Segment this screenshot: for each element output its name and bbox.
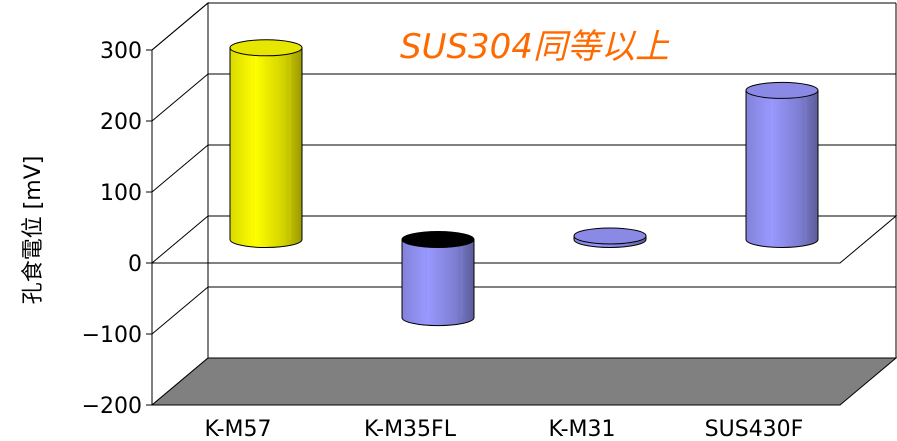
x-tick-label: K-M35FL [364, 417, 457, 441]
bar-cap [401, 231, 475, 248]
x-tick-label: SUS430F [705, 417, 804, 441]
bar-SUS430F [745, 81, 819, 248]
zero-plane [150, 215, 897, 264]
gridline [151, 144, 896, 193]
y-tick-label: 200 [100, 110, 142, 135]
x-tick-label: K-M57 [204, 417, 271, 441]
y-tick-label: −100 [82, 323, 142, 348]
y-tick-label: 300 [100, 39, 142, 64]
gridlines [150, 2, 897, 406]
side-wall [151, 1, 209, 358]
bars [229, 39, 819, 327]
bar-cap [573, 227, 647, 245]
gridline [151, 2, 896, 51]
annotation-sus304: SUS304同等以上 [400, 27, 670, 67]
gridline [151, 286, 896, 335]
y-tick-label: −200 [82, 394, 142, 419]
bar-cap [745, 81, 819, 99]
y-tick-label: 0 [128, 252, 142, 277]
bar-K-M35FL [401, 231, 475, 327]
y-axis-ticks: 300 200 100 0 −100 −200 [82, 39, 152, 419]
x-axis-labels: K-M57 K-M35FL K-M31 SUS430F [204, 417, 803, 441]
floor-plane [150, 357, 897, 406]
bar-K-M57 [229, 39, 303, 248]
bar-cap [229, 39, 303, 57]
x-tick-label: K-M31 [548, 417, 615, 441]
y-tick-label: 100 [100, 181, 142, 206]
chart-floor [150, 50, 897, 406]
y-axis-label: 孔食電位 [mV] [21, 156, 46, 305]
gridline [151, 73, 896, 122]
bar-K-M31 [573, 227, 647, 248]
